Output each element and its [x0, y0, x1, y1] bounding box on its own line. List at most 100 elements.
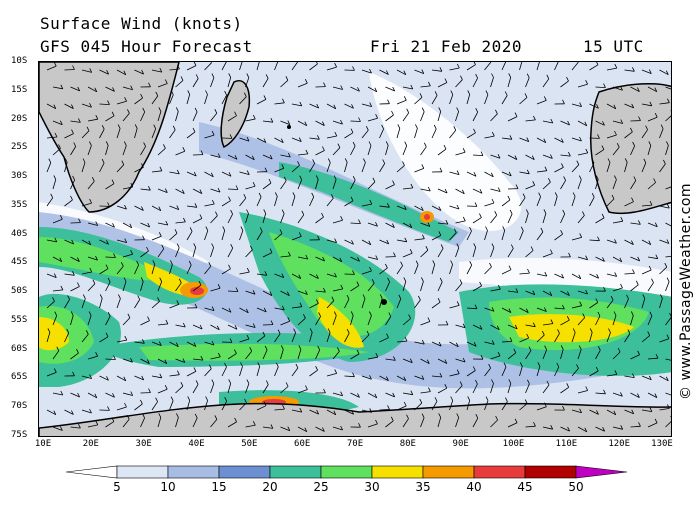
wind-barb-flag — [303, 314, 306, 319]
wind-barb-flag — [120, 262, 124, 267]
wind-barb-flag — [269, 154, 273, 160]
wind-barb — [542, 213, 547, 224]
wind-barb-flag — [89, 141, 92, 146]
wind-barb-flag — [404, 141, 408, 146]
wind-barb-flag — [124, 97, 127, 102]
wind-barb — [52, 392, 63, 396]
wind-barb-flag — [631, 103, 635, 109]
wind-barb-flag — [281, 305, 285, 310]
wind-barb-flag — [188, 260, 192, 266]
wind-barb — [612, 426, 623, 430]
wind-barb-flag — [667, 98, 670, 103]
wind-barb-flag — [632, 269, 635, 274]
wind-barb — [367, 222, 378, 227]
wind-barb — [612, 256, 622, 263]
wind-barb — [332, 120, 343, 125]
wind-barb-flag — [246, 209, 249, 214]
colorbar-min-arrow — [66, 465, 118, 479]
wind-barb — [542, 78, 550, 88]
wind-barb — [665, 421, 671, 428]
wind-barb — [245, 154, 255, 161]
wind-barb-flag — [72, 175, 75, 181]
wind-barb — [151, 401, 158, 411]
wind-barb — [140, 281, 144, 292]
wind-barb-flag — [439, 277, 443, 283]
wind-barb-flag — [229, 134, 233, 139]
wind-barb-flag — [404, 237, 408, 242]
wind-barb — [122, 222, 132, 229]
wind-barb — [52, 315, 58, 326]
wind-barb-flag — [450, 396, 454, 401]
wind-barb-flag — [475, 379, 478, 385]
wind-barb-flag — [235, 287, 239, 292]
wind-barb — [466, 132, 476, 139]
wind-barb — [420, 146, 427, 156]
wind-barb — [204, 400, 208, 411]
wind-barb — [116, 375, 126, 382]
wind-barb — [64, 103, 74, 109]
wind-barb-flag — [556, 362, 560, 368]
wind-barb-flag — [520, 226, 524, 231]
wind-barb-flag — [438, 413, 442, 418]
wind-barb-flag — [246, 73, 250, 78]
wind-barb-flag — [311, 192, 315, 198]
wind-barb — [81, 239, 91, 246]
wind-barb-flag — [596, 62, 599, 65]
wind-barb — [659, 205, 670, 209]
wind-barb-flag — [269, 291, 273, 296]
wind-barb-flag — [433, 124, 437, 130]
wind-barb — [116, 128, 121, 139]
wind-barb-flag — [608, 328, 611, 333]
wind-barb-flag — [369, 408, 373, 413]
wind-barb-flag — [305, 290, 308, 295]
wind-barb-flag — [299, 407, 303, 413]
wind-barb — [332, 256, 342, 263]
wind-barb — [525, 425, 536, 428]
wind-barb — [221, 62, 227, 71]
wind-barb — [577, 390, 588, 394]
wind-barb-flag — [562, 304, 565, 310]
wind-barb — [641, 204, 653, 207]
wind-barb — [52, 350, 60, 360]
wind-barb-flag — [585, 148, 589, 154]
wind-barb — [431, 301, 441, 309]
wind-barb — [344, 298, 350, 309]
wind-barb — [245, 350, 253, 360]
wind-barb — [437, 188, 448, 194]
wind-barb — [361, 69, 372, 74]
wind-barb-flag — [655, 254, 659, 259]
wind-barb — [46, 65, 57, 71]
wind-barb-flag — [322, 427, 325, 432]
wind-barb-flag — [101, 158, 105, 164]
wind-barb-flag — [72, 271, 75, 276]
wind-barb — [186, 341, 197, 347]
wind-barb — [116, 239, 127, 243]
wind-barb — [665, 392, 671, 396]
wind-barb-flag — [283, 176, 287, 181]
wind-barb — [116, 69, 126, 76]
wind-barb — [501, 307, 512, 313]
wind-barb-flag — [372, 177, 376, 182]
wind-barb-flag — [434, 397, 438, 402]
wind-barb-flag — [576, 160, 580, 165]
wind-barb-flag — [88, 311, 92, 316]
wind-barb — [367, 145, 372, 156]
wind-barb-flag — [388, 312, 392, 317]
wind-barb — [70, 146, 77, 156]
wind-barb-flag — [439, 372, 443, 378]
wind-barb-flag — [70, 195, 73, 201]
wind-barb-flag — [537, 362, 541, 367]
wind-barb-flag — [129, 223, 133, 228]
wind-barb-flag — [170, 260, 173, 265]
wind-barb — [466, 307, 478, 310]
wind-barb — [501, 366, 507, 377]
wind-barb-flag — [287, 152, 291, 158]
wind-barb-flag — [369, 199, 373, 205]
wind-barb-flag — [585, 386, 589, 391]
wind-barb — [414, 264, 419, 275]
wind-barb-flag — [124, 402, 127, 408]
wind-barb — [595, 426, 605, 432]
wind-barb-flag — [456, 170, 460, 175]
forecast-label: GFS 045 Hour Forecast — [40, 37, 253, 56]
wind-barb-flag — [544, 402, 547, 407]
